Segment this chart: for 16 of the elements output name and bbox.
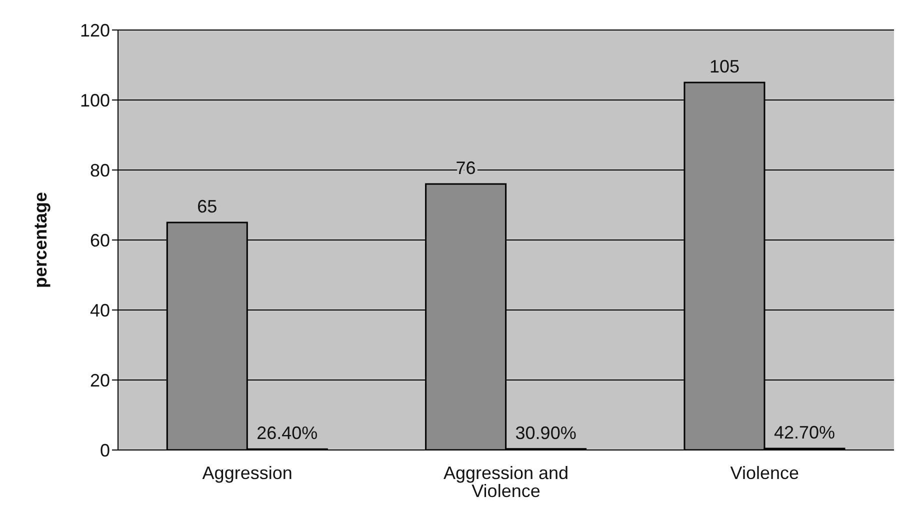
y-tick-label: 40: [90, 300, 110, 320]
data-label: 42.70%: [774, 422, 836, 443]
y-tick-label: 20: [90, 370, 110, 390]
y-tick-label: 120: [80, 20, 110, 40]
x-tick-label: Aggression: [202, 462, 292, 483]
x-tick-label: Violence: [730, 462, 800, 483]
data-label: 26.40%: [256, 423, 318, 444]
y-tick-label: 80: [90, 160, 110, 180]
x-tick-label: Aggression and Violence: [443, 462, 569, 501]
data-label: 105: [709, 56, 740, 76]
y-tick-label: 0: [100, 440, 110, 460]
data-label: 30.90%: [515, 422, 576, 443]
data-label: 65: [197, 196, 218, 216]
y-tick-label: 100: [80, 90, 110, 110]
y-axis-title: percentage: [30, 192, 50, 288]
y-tick-label: 60: [90, 230, 110, 250]
